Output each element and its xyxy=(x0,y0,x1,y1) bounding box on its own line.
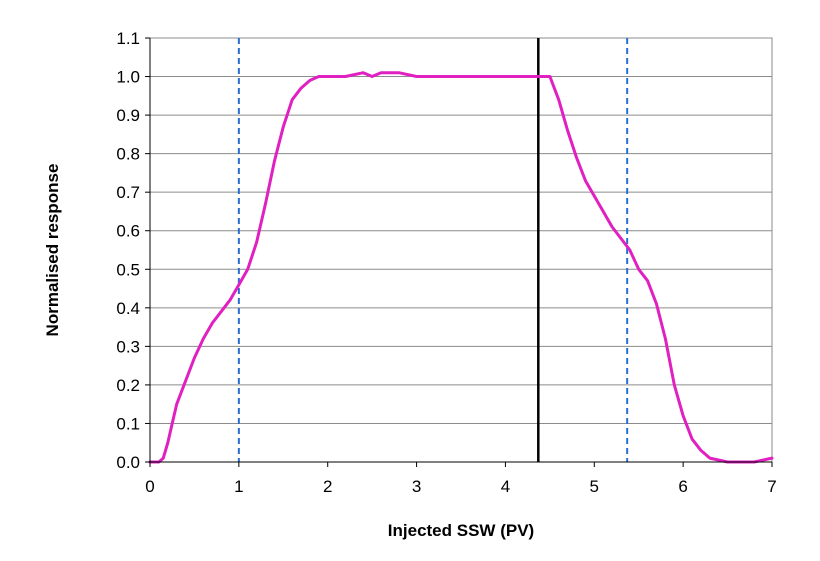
x-tick-label: 1 xyxy=(234,477,243,496)
x-tick-label: 3 xyxy=(412,477,421,496)
x-tick-label: 6 xyxy=(678,477,687,496)
x-tick-label: 0 xyxy=(145,477,154,496)
y-tick-label: 0.5 xyxy=(116,260,140,279)
y-tick-label: 0.9 xyxy=(116,106,140,125)
axes xyxy=(145,37,773,467)
y-tick-label: 0.1 xyxy=(116,414,140,433)
y-tick-label: 0.3 xyxy=(116,337,140,356)
x-tick-label: 2 xyxy=(323,477,332,496)
y-tick-label: 0.2 xyxy=(116,376,140,395)
y-tick-label: 0.6 xyxy=(116,222,140,241)
tick-labels: 0.0 0.1 0.2 0.3 0.4 0.5 0.6 0.7 0.8 0.9 1.0 1.1 0 1 2 3… xyxy=(116,29,776,496)
x-tick-label: 7 xyxy=(767,477,776,496)
reference-lines xyxy=(237,38,629,462)
y-tick-label: 1.1 xyxy=(116,29,140,48)
series-layer xyxy=(148,71,774,464)
y-tick-label: 1.0 xyxy=(116,68,140,87)
y-tick-label: 0.7 xyxy=(116,183,140,202)
x-axis-title: Injected SSW (PV) xyxy=(388,521,534,540)
y-tick-label: 0.4 xyxy=(116,299,140,318)
response-series-line xyxy=(148,71,774,464)
y-tick-label: 0.8 xyxy=(116,145,140,164)
y-axis-title: Normalised response xyxy=(43,164,62,337)
x-tick-label: 4 xyxy=(501,477,510,496)
y-tick-label: 0.0 xyxy=(116,453,140,472)
x-tick-label: 5 xyxy=(590,477,599,496)
